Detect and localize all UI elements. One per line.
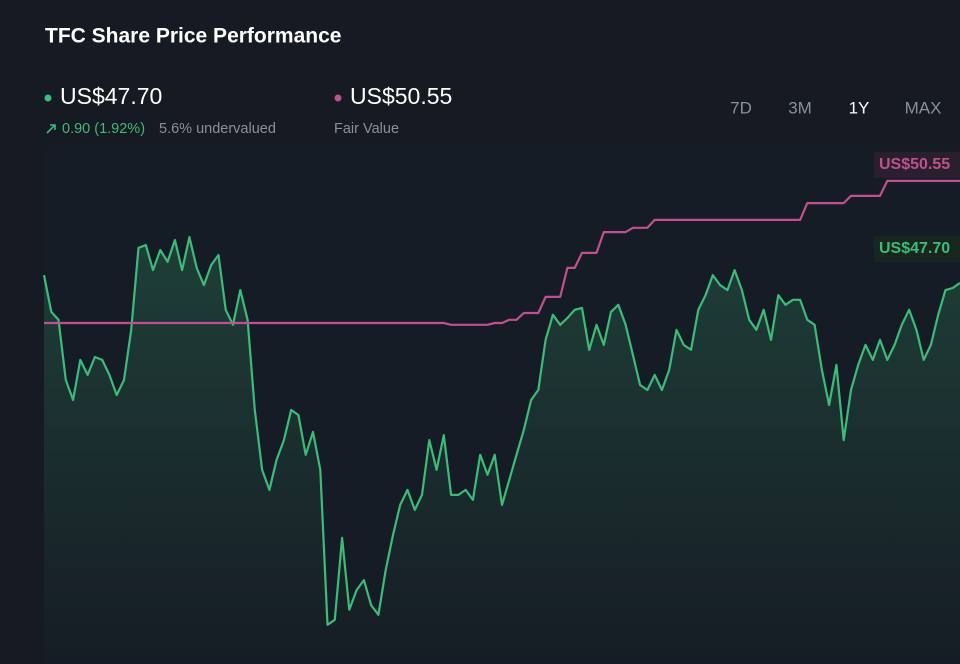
fair-value-price: US$50.55 (350, 83, 452, 109)
range-button[interactable]: MAX (905, 98, 942, 117)
range-button[interactable]: 3M (788, 98, 812, 117)
price-line (42, 236, 960, 626)
fair-value-line (44, 179, 960, 326)
price-tag-bg (874, 236, 960, 262)
fair-value-tag-bg (874, 152, 960, 178)
plot (42, 179, 960, 664)
valuation: 5.6% undervalued (159, 121, 276, 137)
price-dot (44, 94, 52, 102)
fair-value-tag: US$50.55 (879, 156, 950, 173)
fair-value-dot (334, 94, 342, 102)
current-price: US$47.70 (60, 83, 162, 109)
price-change: 0.90 (1.92%) (62, 121, 145, 137)
range-button[interactable]: 1Y (849, 98, 870, 117)
legend-label: Fair Value (334, 121, 399, 137)
price-tag: US$47.70 (879, 240, 950, 257)
range-selector: 7D 3M 1Y MAX (730, 98, 941, 117)
price-area (44, 237, 960, 664)
range-button[interactable]: 7D (730, 98, 752, 117)
chart-title: TFC Share Price Performance (45, 25, 341, 48)
up-arrow (46, 124, 56, 134)
